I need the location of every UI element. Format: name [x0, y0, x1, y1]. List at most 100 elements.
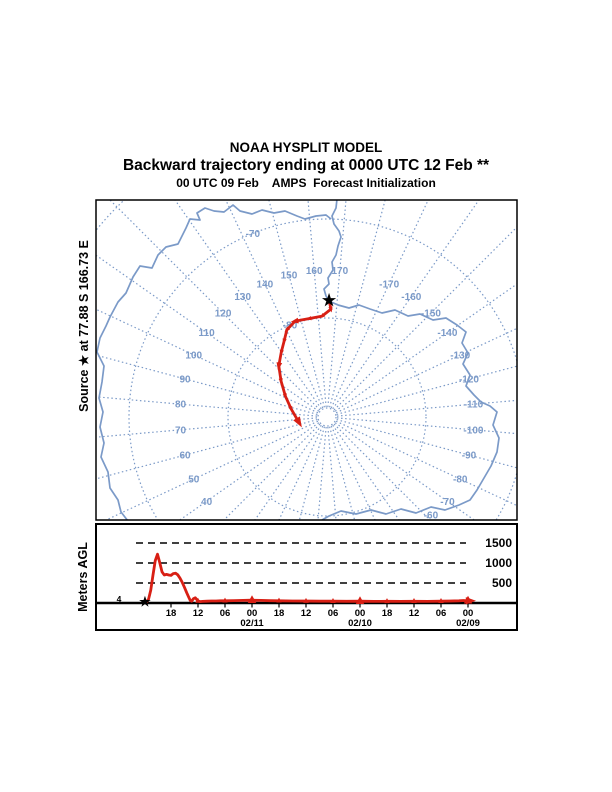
trajectory-6h-marker — [284, 326, 291, 333]
trajectory-6h-marker — [288, 406, 293, 413]
profile-6h-marker — [411, 598, 417, 603]
profile-6h-marker — [276, 597, 282, 603]
latitude-circle — [227, 317, 427, 517]
longitude-label: 40 — [201, 497, 213, 508]
height-gridline-label: 500 — [492, 576, 512, 590]
trajectory-title: Backward trajectory ending at 0000 UTC 1… — [122, 157, 490, 174]
meridian-line — [96, 354, 318, 415]
longitude-label: 100 — [185, 350, 202, 361]
longitude-label: 140 — [257, 279, 274, 290]
time-tick-label: 06 — [436, 608, 447, 619]
height-gridline-label: 1500 — [485, 536, 512, 550]
longitude-label: 130 — [234, 292, 251, 303]
meridian-line — [96, 396, 318, 417]
longitude-label: -170 — [379, 279, 399, 290]
profile-6h-marker — [384, 598, 390, 604]
meridian-line — [109, 200, 321, 411]
trajectory-6h-marker — [282, 393, 287, 400]
profile-6h-marker — [195, 597, 201, 603]
longitude-label: -80 — [453, 475, 468, 486]
profile-6h-marker — [438, 598, 444, 603]
meridian-line — [178, 422, 320, 520]
longitude-label: 80 — [175, 400, 187, 411]
coastline-path — [321, 200, 500, 520]
meridian-line — [330, 200, 429, 409]
latitude-circle — [96, 200, 126, 232]
trajectory-6h-marker — [278, 378, 283, 385]
date-label: 02/10 — [348, 618, 372, 629]
profile-6h-marker — [247, 595, 257, 603]
longitude-label: -120 — [459, 374, 479, 385]
model-title: NOAA HYSPLIT MODEL — [229, 140, 383, 155]
date-label: 02/09 — [456, 618, 480, 629]
meridian-line — [335, 420, 517, 507]
profile-6h-marker — [303, 597, 309, 603]
map-border — [95, 199, 518, 521]
initialization-subtitle: 00 UTC 09 Feb AMPS Forecast Initializati… — [176, 176, 436, 190]
longitude-label: -100 — [463, 425, 483, 436]
time-tick-label: 18 — [166, 608, 177, 619]
meridian-line — [104, 420, 319, 520]
meridian-line — [329, 200, 386, 408]
meridian-line — [96, 417, 318, 438]
trajectory-path-map — [276, 299, 333, 428]
latitude-circle — [128, 218, 517, 520]
longitude-label: -160 — [401, 292, 421, 303]
meridian-line — [223, 423, 321, 520]
time-tick-label: 18 — [382, 608, 393, 619]
time-tick-label: 12 — [409, 608, 420, 619]
longitude-label: 90 — [179, 374, 191, 385]
source-star-profile: ★ — [139, 594, 151, 609]
longitude-label: -150 — [421, 309, 441, 320]
longitude-label: -140 — [437, 328, 457, 339]
time-tick-label: 12 — [301, 608, 312, 619]
profile-6h-marker — [355, 596, 365, 604]
profile-panel-border — [95, 523, 518, 631]
meridian-line — [336, 365, 517, 415]
title-block: NOAA HYSPLIT MODEL Backward trajectory e… — [0, 139, 612, 192]
longitude-label: 150 — [281, 271, 298, 282]
longitude-label: -90 — [462, 451, 477, 462]
trajectory-end-arrow — [293, 416, 302, 428]
longitude-label: -110 — [464, 400, 484, 411]
source-star-map: ★ — [322, 293, 337, 310]
meridian-line — [333, 226, 517, 411]
trajectory-6h-marker — [328, 306, 333, 313]
time-tick-label: 00 — [463, 608, 474, 619]
longitude-label: -70 — [440, 497, 455, 508]
time-tick-label: 18 — [274, 608, 285, 619]
start-height-label: 4 — [117, 594, 122, 604]
profile-6h-marker — [330, 598, 336, 603]
time-tick-label: 00 — [247, 608, 258, 619]
trajectory-6h-marker — [279, 349, 284, 356]
longitude-label: 120 — [215, 309, 232, 320]
time-tick-label: 00 — [355, 608, 366, 619]
longitude-label: -130 — [450, 350, 470, 361]
meridian-line — [307, 200, 327, 408]
trajectory-6h-marker — [305, 316, 312, 321]
longitude-label: 110 — [199, 328, 216, 339]
latitude-label: -70 — [246, 229, 261, 240]
height-gridline-label: 1000 — [485, 556, 512, 570]
meridian-line — [334, 283, 517, 412]
date-label: 02/11 — [240, 618, 264, 629]
height-profile-line — [143, 552, 469, 605]
coastline-path — [96, 204, 332, 520]
longitude-label: 60 — [179, 451, 191, 462]
time-tick-label: 06 — [328, 608, 339, 619]
meridian-line — [333, 423, 431, 520]
profile-6h-marker — [222, 597, 228, 603]
pole-circle — [317, 407, 337, 427]
trajectory-6h-marker — [282, 338, 287, 345]
antarctica-coastline — [96, 200, 500, 520]
longitude-label: -60 — [424, 511, 439, 522]
time-tick-label: 12 — [193, 608, 204, 619]
meridian-line — [327, 200, 347, 408]
time-tick-label: 06 — [220, 608, 231, 619]
